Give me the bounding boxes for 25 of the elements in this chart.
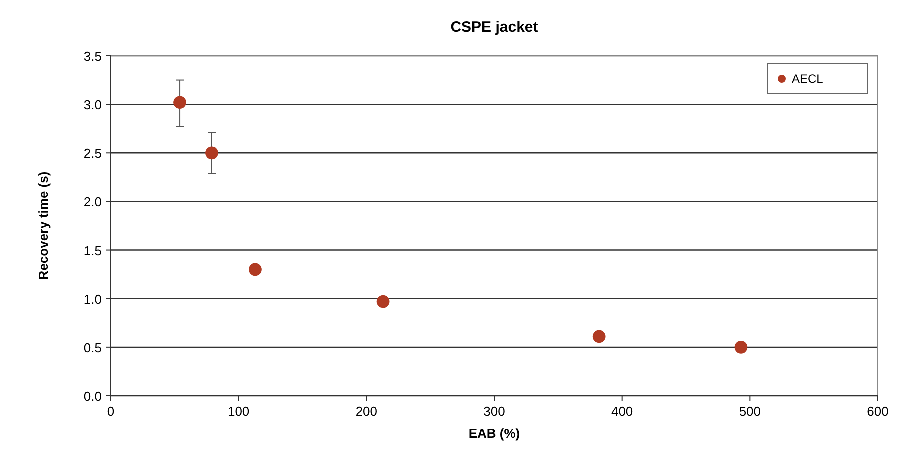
point bbox=[592, 330, 606, 344]
y-tick-label: 0.0 bbox=[84, 389, 102, 404]
y-tick-label: 1.5 bbox=[84, 243, 102, 258]
x-tick-label: 100 bbox=[228, 404, 250, 419]
y-axis-title: Recovery time (s) bbox=[36, 172, 51, 280]
point bbox=[174, 96, 186, 110]
x-axis-title: EAB (%) bbox=[468, 426, 520, 441]
y-tick-label: 2.5 bbox=[84, 146, 102, 162]
y-tick-label: 0.5 bbox=[84, 340, 102, 356]
y-tick-label: 2.0 bbox=[84, 194, 102, 210]
y-tick-label: 3.0 bbox=[84, 98, 102, 113]
point bbox=[249, 263, 262, 276]
x-tick-label: 200 bbox=[356, 404, 378, 419]
y-tick-label: 3.5 bbox=[84, 49, 102, 64]
x-tick-label: 400 bbox=[611, 404, 634, 419]
point bbox=[206, 146, 218, 160]
point bbox=[376, 295, 390, 308]
x-tick-label: 300 bbox=[484, 404, 506, 419]
x-tick-label: 600 bbox=[867, 404, 889, 419]
y-tick-label: 1.0 bbox=[84, 292, 102, 307]
legend-label: AECL bbox=[792, 72, 824, 86]
x-tick-label: 500 bbox=[739, 404, 762, 419]
chart-title: CSPE jacket bbox=[450, 19, 538, 36]
point bbox=[734, 341, 748, 354]
x-tick-label: 0 bbox=[107, 404, 115, 419]
